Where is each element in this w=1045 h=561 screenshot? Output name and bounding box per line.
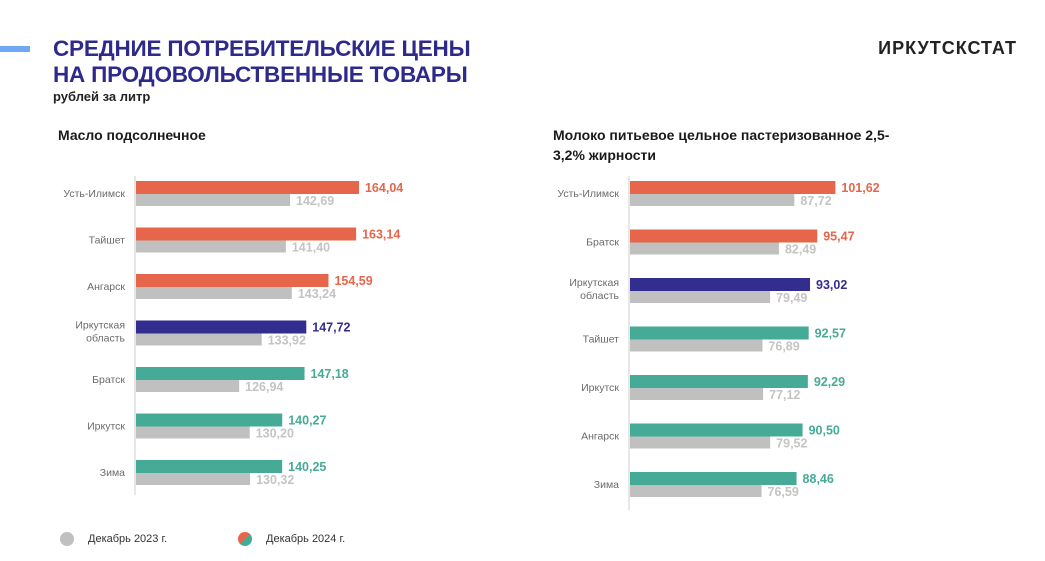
bar-2023 (136, 240, 286, 253)
title-line-1: СРЕДНИЕ ПОТРЕБИТЕЛЬСКИЕ ЦЕНЫ (53, 36, 471, 61)
value-label-2024: 93,02 (816, 278, 847, 292)
legend-item-2024: Декабрь 2024 г. (238, 532, 345, 546)
bar-2023 (136, 333, 262, 346)
value-label-2023: 133,92 (268, 334, 306, 348)
value-label-2023: 82,49 (785, 243, 816, 257)
value-label-2024: 101,62 (841, 181, 879, 195)
bar-2023 (136, 287, 292, 299)
legend-dot-2024 (238, 532, 252, 546)
bar-2024 (630, 472, 797, 485)
bar-2023 (630, 436, 771, 449)
category-label: Тайшет (583, 334, 620, 346)
value-label-2024: 88,46 (803, 472, 834, 486)
bar-2024 (630, 375, 808, 388)
category-label: Иркутская (75, 320, 125, 332)
bar-2023 (630, 194, 795, 206)
bar-2024 (630, 181, 836, 194)
value-label-2024: 140,25 (288, 460, 326, 474)
bar-2023 (630, 339, 763, 352)
value-label-2023: 126,94 (245, 380, 283, 394)
bar-2023 (136, 473, 251, 485)
value-label-2023: 77,12 (769, 388, 800, 402)
category-label: Иркутск (87, 421, 125, 433)
value-label-2023: 76,89 (768, 340, 799, 354)
bar-2023 (136, 194, 291, 206)
bar-2024 (136, 413, 283, 427)
bar-2024 (630, 326, 809, 340)
brand-logo: ИРКУТСКСТАТ (878, 38, 1017, 58)
value-label-2024: 163,14 (362, 228, 400, 242)
legend-label-2024: Декабрь 2024 г. (266, 533, 346, 545)
value-label-2024: 95,47 (823, 230, 854, 244)
bar-2024 (136, 181, 359, 194)
value-label-2023: 79,49 (776, 291, 807, 305)
value-label-2023: 143,24 (298, 287, 336, 301)
page-title: СРЕДНИЕ ПОТРЕБИТЕЛЬСКИЕ ЦЕНЫ НА ПРОДОВОЛ… (53, 36, 471, 88)
bar-2023 (630, 291, 771, 303)
category-label: Тайшет (89, 235, 126, 247)
category-label: Братск (586, 237, 619, 249)
category-label: Зима (100, 467, 125, 479)
value-label-2023: 142,69 (296, 194, 334, 208)
category-label: Иркутская (569, 277, 619, 289)
value-label-2023: 79,52 (776, 437, 807, 451)
bar-2023 (136, 380, 240, 392)
value-label-2024: 147,18 (311, 367, 349, 381)
legend-item-2023: Декабрь 2023 г. (60, 532, 167, 546)
bar-2023 (630, 242, 779, 255)
value-label-2023: 141,40 (292, 241, 330, 255)
value-label-2023: 130,32 (256, 473, 294, 487)
bar-2024 (136, 367, 305, 380)
value-label-2023: 130,20 (256, 427, 294, 441)
bar-2024 (136, 320, 307, 334)
category-label: область (86, 333, 125, 345)
value-label-2023: 76,59 (768, 485, 799, 499)
bar-2024 (630, 423, 803, 437)
page-subtitle: рублей за литр (53, 89, 151, 104)
bar-2024 (136, 227, 357, 241)
value-label-2024: 90,50 (809, 424, 840, 438)
chart-title-oil: Масло подсолнечное (58, 127, 206, 143)
legend-dot-2023 (60, 532, 74, 546)
category-label: Ангарск (581, 431, 619, 443)
category-label: Усть-Илимск (557, 188, 619, 200)
value-label-2023: 87,72 (800, 194, 831, 208)
category-label: Братск (92, 374, 125, 386)
bar-2024 (136, 460, 283, 473)
accent-bar (0, 46, 30, 52)
bar-2023 (630, 485, 762, 497)
category-label: Усть-Илимск (63, 188, 125, 200)
value-label-2024: 92,57 (815, 327, 846, 341)
title-line-2: НА ПРОДОВОЛЬСТВЕННЫЕ ТОВАРЫ (53, 62, 468, 87)
category-label: область (580, 290, 619, 302)
category-label: Ангарск (87, 281, 125, 293)
value-label-2024: 140,27 (288, 414, 326, 428)
bar-2023 (136, 426, 250, 439)
category-label: Иркутск (581, 382, 619, 394)
value-label-2024: 154,59 (334, 274, 372, 288)
bar-2023 (630, 388, 764, 400)
bar-2024 (630, 278, 811, 291)
category-label: Зима (594, 479, 619, 491)
value-label-2024: 164,04 (365, 181, 403, 195)
value-label-2024: 92,29 (814, 375, 845, 389)
chart-title-milk: Молоко питьевое цельное пастеризованное … (553, 127, 890, 163)
value-label-2024: 147,72 (312, 321, 350, 335)
bar-2024 (630, 229, 818, 243)
bar-2024 (136, 274, 329, 287)
legend-label-2023: Декабрь 2023 г. (88, 533, 168, 545)
